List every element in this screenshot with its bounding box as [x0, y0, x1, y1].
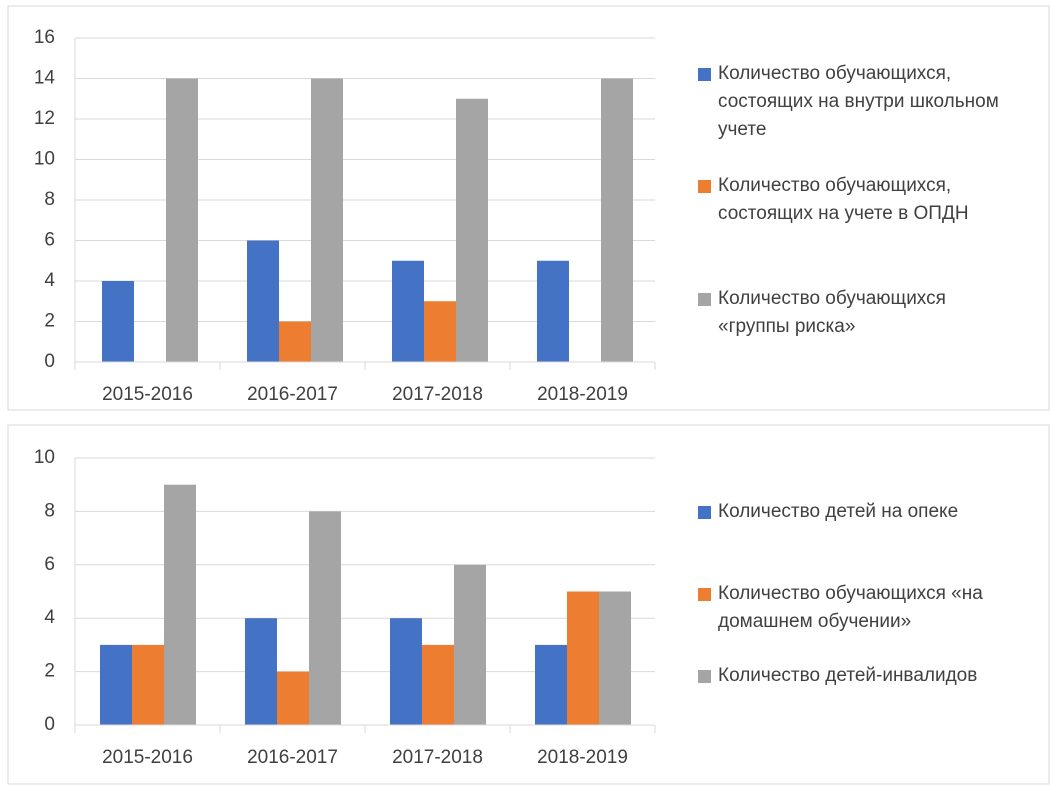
bar: [245, 618, 277, 725]
x-tick-label: 2017-2018: [392, 747, 483, 768]
bar: [277, 671, 309, 725]
bar: [535, 644, 567, 725]
y-tick-label: 14: [34, 68, 56, 89]
chart-frame: [7, 424, 1050, 785]
x-tick-label: 2018-2019: [537, 384, 628, 405]
bar: [567, 591, 599, 725]
bar: [166, 78, 198, 362]
bar: [424, 301, 456, 362]
x-tick-label: 2016-2017: [247, 747, 338, 768]
bar: [100, 644, 132, 725]
y-tick-label: 10: [34, 447, 55, 468]
bar: [392, 260, 424, 362]
bar: [102, 281, 134, 362]
legend-label: Количество обучающихся, состоящих на вну…: [718, 63, 999, 140]
legend-label: Количество обучающихся «на домашнем обуч…: [718, 583, 983, 632]
legend-swatch: [698, 293, 711, 306]
y-tick-label: 4: [44, 607, 55, 628]
x-tick-label: 2015-2016: [102, 747, 193, 768]
y-tick-label: 10: [34, 149, 55, 170]
x-tick-label: 2016-2017: [247, 384, 338, 405]
x-tick-label: 2015-2016: [102, 384, 193, 405]
y-tick-label: 0: [44, 714, 55, 735]
legend-label: Количество детей-инвалидов: [718, 665, 978, 686]
legend-swatch: [698, 588, 711, 601]
y-tick-label: 16: [34, 27, 55, 48]
legend-swatch: [698, 180, 711, 193]
legend-swatch: [698, 68, 711, 81]
y-tick-label: 8: [44, 500, 55, 521]
legend-swatch: [698, 506, 711, 519]
bar: [422, 644, 454, 725]
y-tick-label: 8: [44, 189, 55, 210]
bar: [601, 78, 633, 362]
chart-frame: [7, 5, 1050, 411]
y-tick-label: 4: [44, 270, 55, 291]
y-tick-label: 6: [44, 230, 55, 251]
bar: [164, 484, 196, 725]
bar: [247, 240, 279, 362]
y-tick-label: 2: [44, 311, 55, 332]
y-tick-label: 12: [34, 108, 55, 129]
x-tick-label: 2017-2018: [392, 384, 483, 405]
x-tick-label: 2018-2019: [537, 747, 628, 768]
legend-swatch: [698, 670, 711, 683]
bar: [454, 564, 486, 725]
y-tick-label: 0: [44, 351, 55, 372]
bar: [599, 591, 631, 725]
bar: [309, 511, 341, 725]
bar: [537, 260, 569, 362]
y-tick-label: 2: [44, 661, 55, 682]
bar: [311, 78, 343, 362]
legend-label: Количество детей на опеке: [718, 501, 959, 522]
legend-label: Количество обучающихся «группы риска»: [718, 288, 946, 337]
bar: [132, 644, 164, 725]
bar: [279, 321, 311, 362]
y-tick-label: 6: [44, 554, 55, 575]
legend-label: Количество обучающихся, состоящих на уче…: [718, 175, 969, 224]
bar: [456, 98, 488, 362]
bar: [390, 618, 422, 725]
